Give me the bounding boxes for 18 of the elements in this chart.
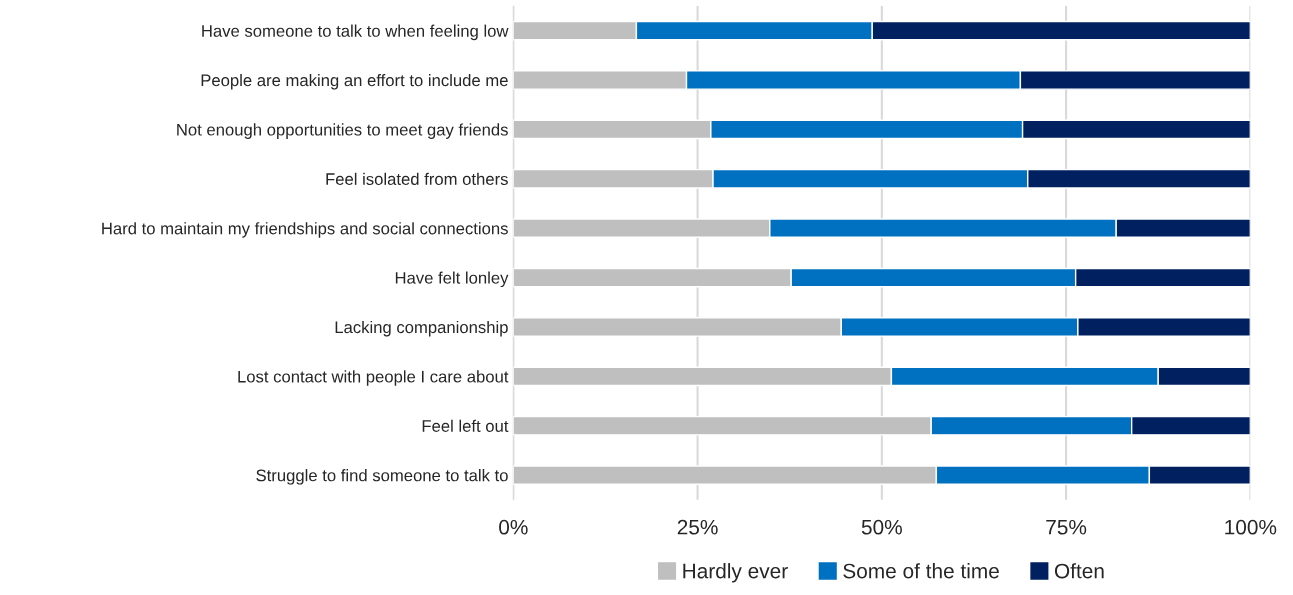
- y-tick-label: Hard to maintain my friendships and social connections: [102, 222, 508, 238]
- y-tick-label: People are making an effort to include me: [201, 73, 508, 90]
- y-tick-label: Feel isolated from others: [326, 172, 508, 185]
- legend-label: Often: [1054, 563, 1104, 579]
- x-tick-label: 100%: [1225, 519, 1277, 535]
- legend-label: Hardly ever: [683, 563, 788, 583]
- legend-label: Some of the time: [843, 563, 999, 579]
- y-tick-label: Have felt lonley: [395, 271, 509, 288]
- x-tick-label: 75%: [1046, 519, 1087, 535]
- x-tick-label: 0%: [499, 519, 528, 535]
- y-tick-label: Not enough opportunities to meet gay friends: [177, 123, 508, 139]
- x-tick-label: 50%: [861, 519, 902, 535]
- y-tick-label: Have someone to talk to when feeling low: [202, 24, 509, 41]
- y-tick-label: Feel left out: [422, 419, 509, 432]
- y-tick-label: Lacking companionship: [335, 320, 508, 337]
- y-tick-label: Lost contact with people I care about: [238, 370, 509, 386]
- x-tick-label: 25%: [677, 519, 718, 535]
- y-tick-label: Struggle to find someone to talk to: [256, 469, 508, 485]
